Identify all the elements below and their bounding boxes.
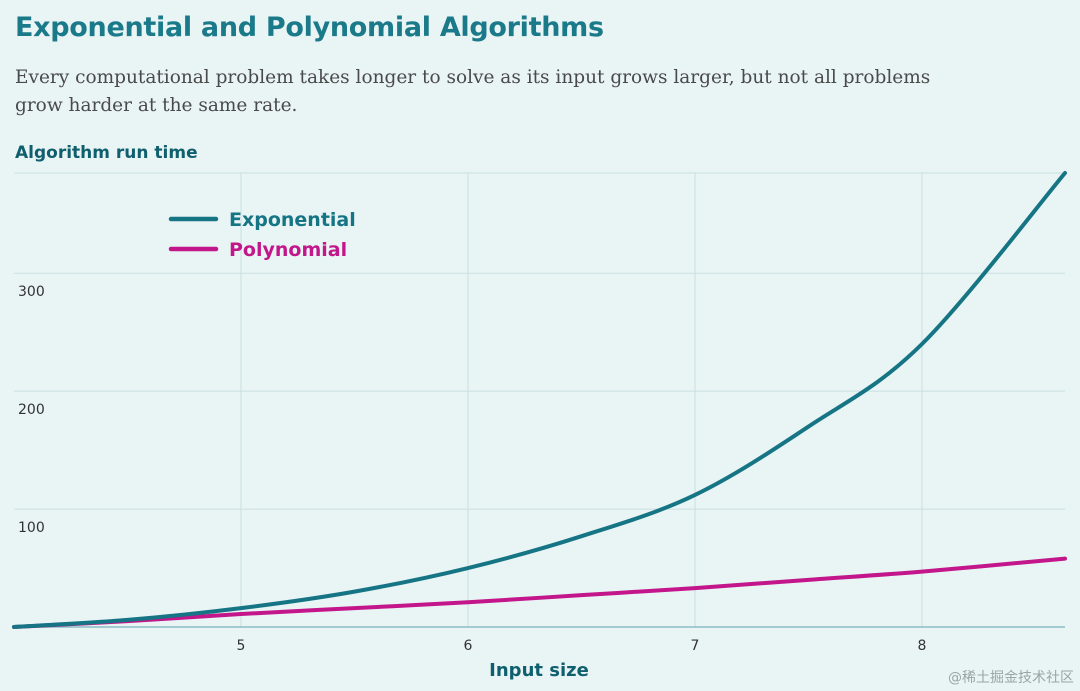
x-tick-label: 5 (237, 638, 246, 654)
page-title: Exponential and Polynomial Algorithms (15, 12, 604, 43)
axes: 100 200 300 5 6 7 8 (14, 284, 1065, 654)
page-subtitle: Every computational problem takes longer… (15, 67, 931, 116)
series-line-polynomial (12, 556, 1067, 629)
y-axis-title: Algorithm run time (15, 143, 198, 163)
series-lines (12, 171, 1067, 629)
x-tick-label: 6 (464, 638, 473, 654)
x-axis-title: Input size (489, 660, 589, 681)
legend: Exponential Polynomial (168, 209, 356, 261)
gridlines (14, 172, 1065, 627)
x-tick-label: 8 (918, 638, 927, 654)
legend-label-exponential: Exponential (229, 209, 356, 231)
y-tick-label: 100 (18, 520, 45, 536)
x-tick-label: 7 (691, 638, 700, 654)
series-line-exponential (12, 171, 1067, 629)
watermark: @稀土掘金技术社区 (948, 670, 1074, 686)
legend-label-polynomial: Polynomial (229, 239, 347, 261)
y-tick-label: 300 (18, 284, 45, 300)
y-tick-label: 200 (18, 402, 45, 418)
